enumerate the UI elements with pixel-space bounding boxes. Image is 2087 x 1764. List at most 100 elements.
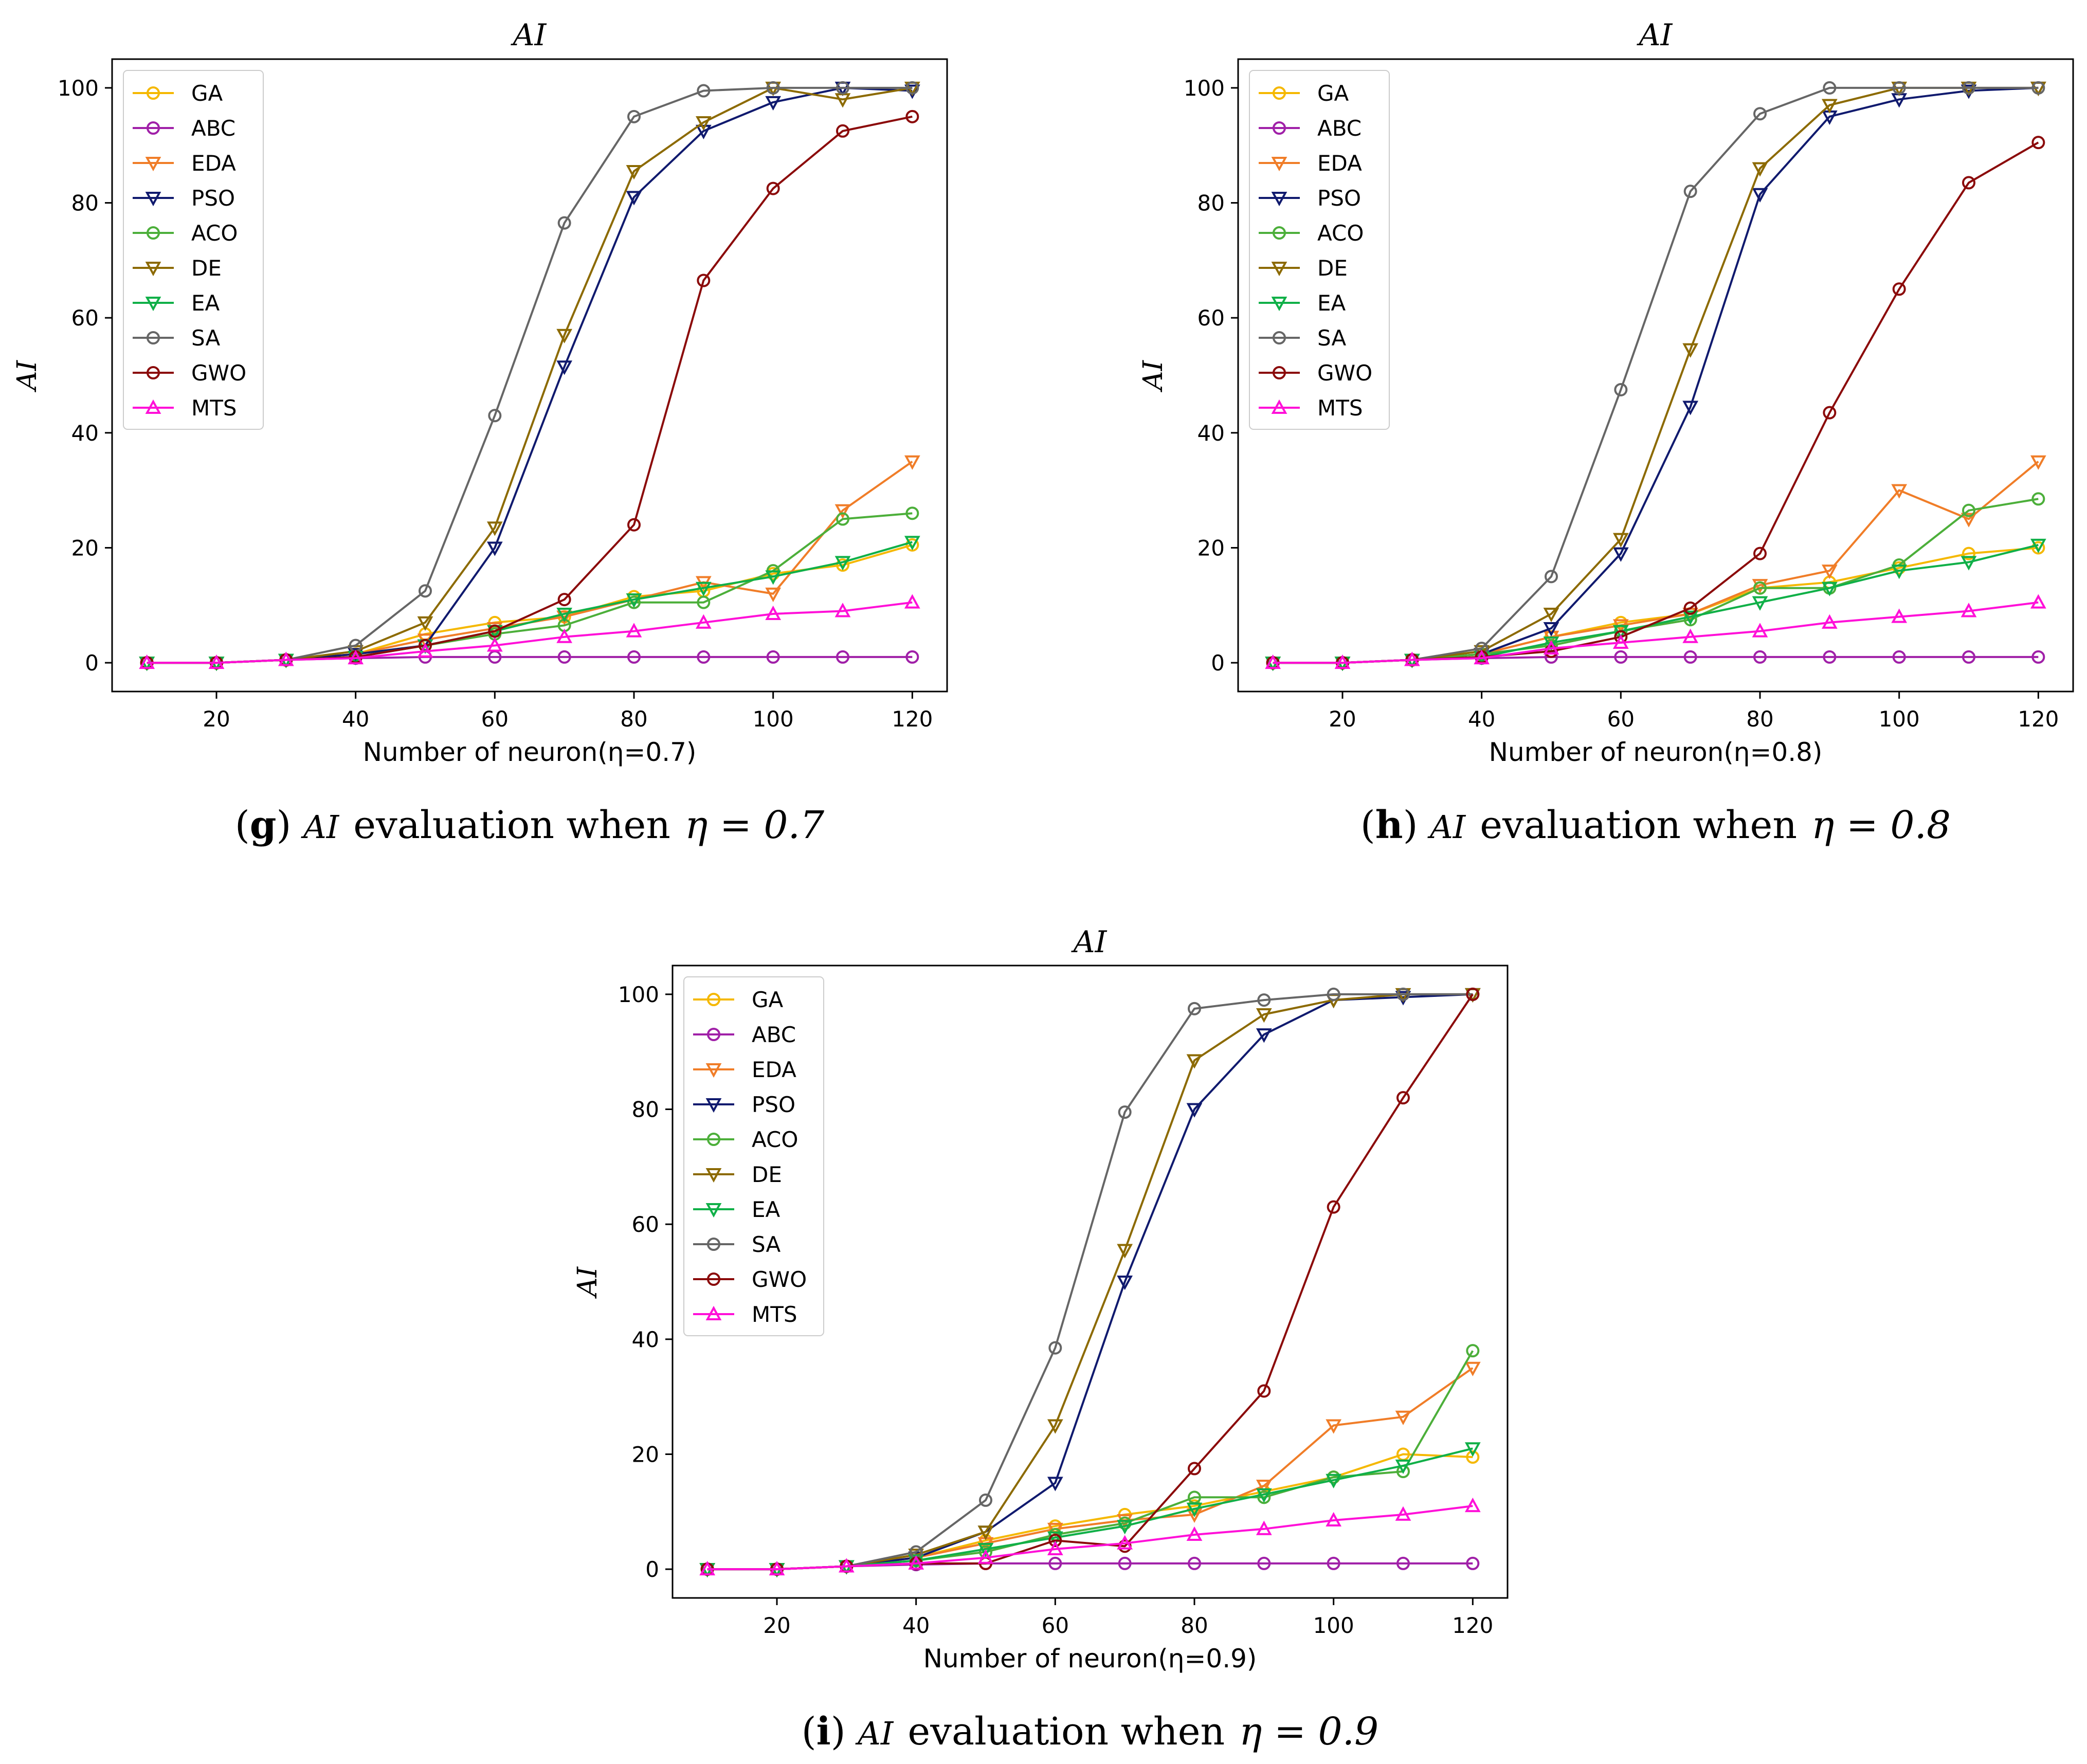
caption-close: ) bbox=[831, 1710, 858, 1754]
data-point-abc bbox=[1753, 650, 1767, 664]
legend-marker-aco bbox=[707, 1133, 720, 1146]
data-point-abc bbox=[1892, 650, 1906, 664]
x-tick-label: 100 bbox=[753, 706, 794, 732]
y-tick-label: 0 bbox=[645, 1557, 659, 1582]
data-point-mts bbox=[1117, 1535, 1133, 1550]
data-point-ea bbox=[1186, 1502, 1203, 1517]
data-point-ea bbox=[765, 570, 782, 585]
x-tick-label: 20 bbox=[203, 706, 230, 732]
caption-open: ( bbox=[235, 803, 250, 847]
y-tick-label: 0 bbox=[1211, 650, 1225, 676]
legend: GA ABC EDA PSO ACO DE EA SA GWO MTS bbox=[683, 976, 824, 1336]
data-point-mts bbox=[208, 654, 225, 669]
legend-entry-eda: EDA bbox=[752, 1057, 796, 1082]
data-point-pso bbox=[695, 124, 712, 139]
data-point-sa bbox=[488, 409, 502, 423]
data-point-mts bbox=[2030, 594, 2046, 609]
chart-title: AI bbox=[1071, 924, 1108, 959]
data-point-abc bbox=[1327, 1556, 1340, 1570]
data-point-sa bbox=[1048, 1341, 1062, 1355]
x-tick-label: 80 bbox=[1181, 1613, 1208, 1638]
data-point-gwo bbox=[1048, 1534, 1062, 1548]
data-point-ea bbox=[556, 608, 573, 623]
legend-entry-ea: EA bbox=[191, 290, 220, 316]
y-tick-label: 60 bbox=[71, 305, 99, 331]
legend-marker-abc bbox=[147, 121, 160, 135]
data-point-abc bbox=[2031, 650, 2045, 664]
x-tick-label: 40 bbox=[342, 706, 369, 732]
data-point-sa bbox=[1188, 1002, 1201, 1015]
legend-marker-mts bbox=[705, 1305, 722, 1320]
legend-entry-sa: SA bbox=[1317, 325, 1346, 351]
caption-ai: AI bbox=[301, 808, 340, 846]
y-tick-label: 40 bbox=[632, 1327, 659, 1352]
caption-letter: i bbox=[816, 1710, 831, 1754]
caption-ai: AI bbox=[1427, 808, 1466, 846]
series-line-mts bbox=[1273, 601, 2039, 664]
data-point-sa bbox=[1396, 987, 1410, 1001]
data-point-mts bbox=[908, 1555, 924, 1570]
legend-entry-pso: PSO bbox=[191, 186, 235, 211]
y-tick-label: 60 bbox=[632, 1212, 659, 1237]
data-point-aco bbox=[1962, 503, 1975, 517]
data-point-abc bbox=[1466, 1556, 1480, 1570]
caption-evaluation: evaluation when bbox=[353, 803, 670, 847]
data-point-eda bbox=[2030, 455, 2046, 470]
data-point-mts bbox=[699, 1560, 716, 1576]
caption-close: ) bbox=[1403, 803, 1430, 847]
y-axis-label: AI bbox=[12, 359, 43, 392]
data-point-mts bbox=[695, 614, 712, 629]
legend-marker-eda bbox=[705, 1063, 722, 1078]
y-axis-label: AI bbox=[1138, 359, 1169, 392]
data-point-pso bbox=[1612, 547, 1629, 562]
data-point-pso bbox=[1256, 1028, 1272, 1043]
data-point-sa bbox=[1753, 107, 1767, 121]
legend-marker-gwo bbox=[1273, 366, 1286, 379]
data-point-gwo bbox=[1683, 601, 1697, 615]
data-point-pso bbox=[1117, 1276, 1133, 1290]
data-point-mts bbox=[1961, 603, 1977, 617]
caption-open: ( bbox=[802, 1710, 816, 1754]
data-point-aco bbox=[2031, 492, 2045, 506]
data-point-sa bbox=[1614, 383, 1628, 396]
legend-entry-ea: EA bbox=[752, 1197, 781, 1222]
chart-panel-i: AI AI Number of neuron(η=0.9) 20 40 60 80 10… bbox=[572, 924, 1509, 1754]
data-point-eda bbox=[904, 455, 920, 470]
data-point-sa bbox=[1327, 987, 1340, 1001]
data-point-ea bbox=[1961, 556, 1977, 571]
data-point-ea bbox=[1395, 1459, 1411, 1474]
data-point-abc bbox=[1396, 1556, 1410, 1570]
data-point-pso bbox=[1961, 84, 1977, 99]
data-point-gwo bbox=[1892, 282, 1906, 296]
data-point-ea bbox=[1821, 581, 1838, 596]
data-point-aco bbox=[905, 506, 919, 520]
data-point-mts bbox=[1682, 628, 1699, 643]
legend-marker-sa bbox=[707, 1238, 720, 1251]
x-tick-label: 40 bbox=[1468, 706, 1495, 732]
data-point-mts bbox=[1464, 1497, 1481, 1513]
data-point-abc bbox=[1683, 650, 1697, 664]
data-point-aco bbox=[1753, 581, 1767, 595]
data-point-sa bbox=[766, 81, 780, 95]
legend-marker-aco bbox=[1273, 226, 1286, 240]
data-point-mts bbox=[765, 605, 782, 621]
legend-entry-pso: PSO bbox=[1317, 186, 1361, 211]
caption: (g) AI evaluation when η = 0.7 bbox=[235, 803, 824, 847]
data-point-eda bbox=[1752, 579, 1768, 594]
legend-marker-mts bbox=[145, 399, 161, 414]
data-point-mts bbox=[417, 643, 433, 658]
legend-marker-abc bbox=[1273, 121, 1286, 135]
data-point-mts bbox=[1752, 623, 1768, 638]
data-point-eda bbox=[1464, 1361, 1481, 1376]
x-tick-label: 40 bbox=[902, 1613, 930, 1638]
data-point-eda bbox=[556, 610, 573, 625]
caption-open: ( bbox=[1360, 803, 1375, 847]
data-point-aco bbox=[1466, 1344, 1480, 1358]
legend-marker-ga bbox=[147, 86, 160, 100]
y-tick-label: 80 bbox=[632, 1097, 659, 1122]
legend-entry-sa: SA bbox=[752, 1232, 781, 1257]
data-point-mts bbox=[1186, 1526, 1203, 1541]
legend-marker-ga bbox=[1273, 86, 1286, 100]
data-point-gwo bbox=[905, 110, 919, 123]
